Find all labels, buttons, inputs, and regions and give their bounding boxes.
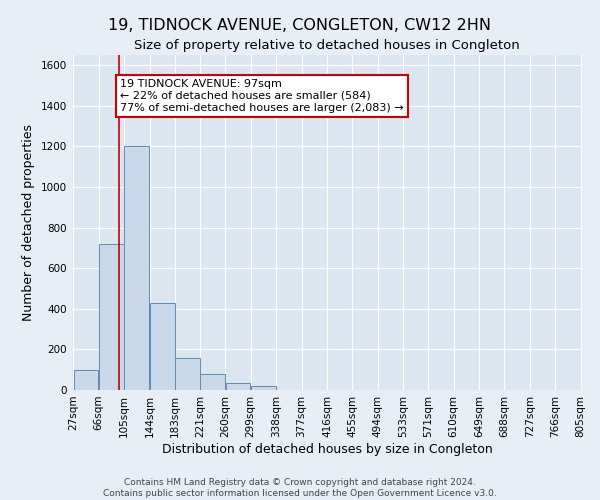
Bar: [251, 386, 276, 390]
Bar: [74, 370, 98, 390]
Bar: [226, 383, 250, 390]
Bar: [200, 374, 225, 390]
Title: Size of property relative to detached houses in Congleton: Size of property relative to detached ho…: [134, 40, 520, 52]
Bar: [150, 302, 175, 390]
Text: 19 TIDNOCK AVENUE: 97sqm
← 22% of detached houses are smaller (584)
77% of semi-: 19 TIDNOCK AVENUE: 97sqm ← 22% of detach…: [120, 80, 404, 112]
Bar: [175, 358, 200, 390]
Bar: [124, 146, 149, 390]
Bar: [99, 244, 124, 390]
Text: 19, TIDNOCK AVENUE, CONGLETON, CW12 2HN: 19, TIDNOCK AVENUE, CONGLETON, CW12 2HN: [109, 18, 491, 32]
Text: Contains HM Land Registry data © Crown copyright and database right 2024.
Contai: Contains HM Land Registry data © Crown c…: [103, 478, 497, 498]
X-axis label: Distribution of detached houses by size in Congleton: Distribution of detached houses by size …: [161, 442, 493, 456]
Y-axis label: Number of detached properties: Number of detached properties: [22, 124, 35, 321]
